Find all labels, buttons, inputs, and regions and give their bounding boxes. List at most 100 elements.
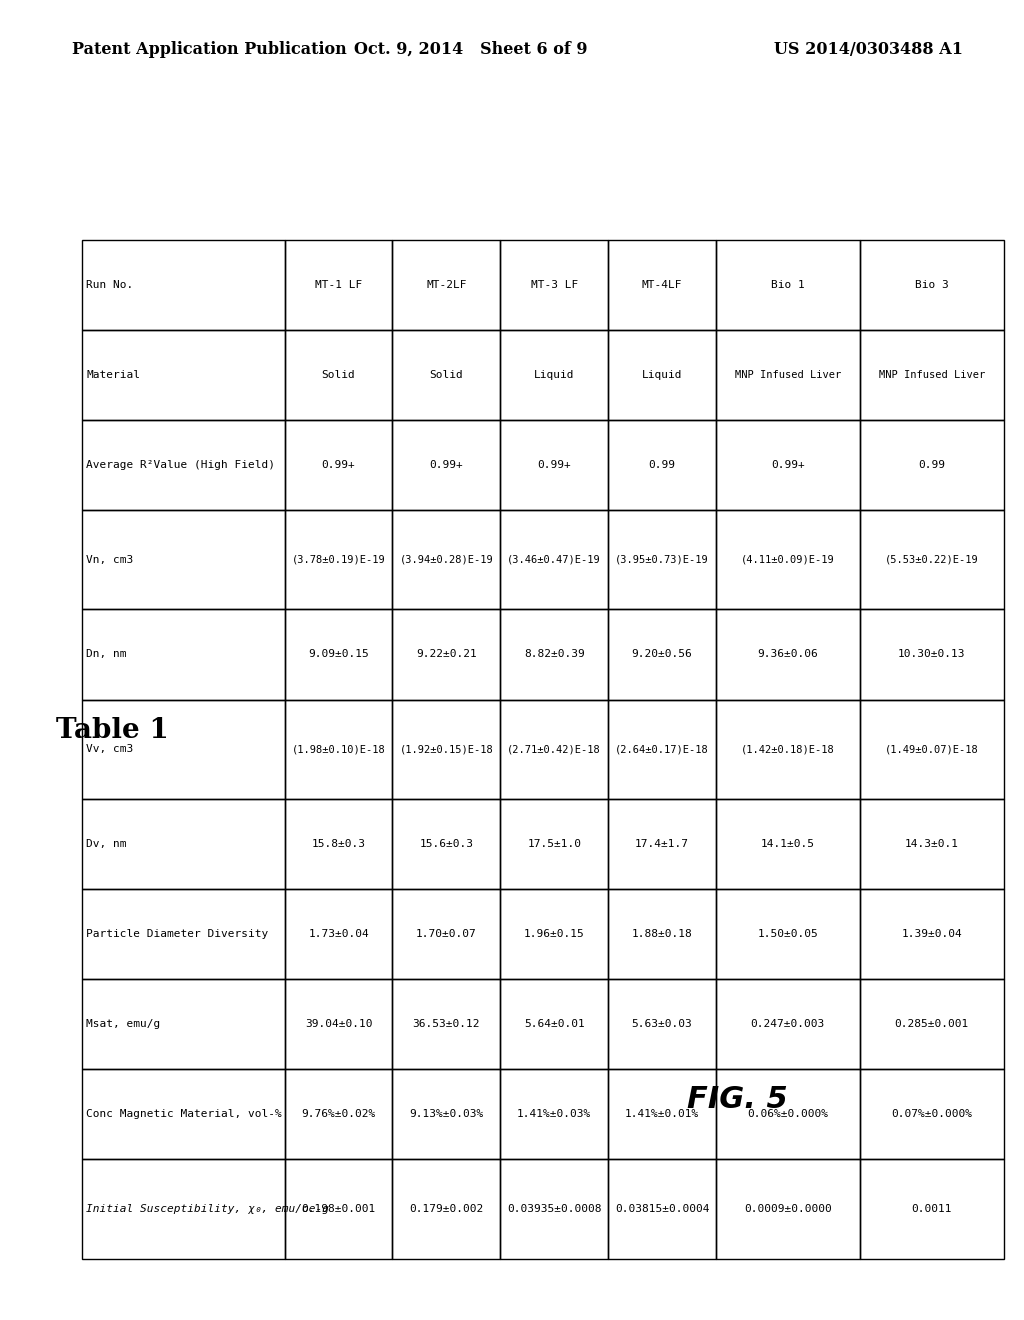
Text: 8.82±0.39: 8.82±0.39: [524, 649, 585, 660]
Text: 0.285±0.001: 0.285±0.001: [895, 1019, 969, 1030]
Bar: [501, 700, 608, 799]
Bar: [82, 511, 285, 610]
Bar: [716, 799, 860, 888]
Bar: [285, 979, 392, 1069]
Bar: [285, 700, 392, 799]
Bar: [501, 799, 608, 888]
Text: (2.64±0.17)E-18: (2.64±0.17)E-18: [615, 744, 709, 754]
Text: (4.11±0.09)E-19: (4.11±0.09)E-19: [741, 554, 835, 565]
Text: Liquid: Liquid: [642, 370, 682, 380]
Text: MNP Infused Liver: MNP Infused Liver: [879, 370, 985, 380]
Bar: [716, 1159, 860, 1258]
Text: MT-3 LF: MT-3 LF: [530, 280, 578, 290]
Text: 1.96±0.15: 1.96±0.15: [524, 929, 585, 939]
Text: Conc Magnetic Material, vol-%: Conc Magnetic Material, vol-%: [86, 1109, 282, 1119]
Bar: [392, 700, 501, 799]
Text: 9.09±0.15: 9.09±0.15: [308, 649, 369, 660]
Text: Particle Diameter Diversity: Particle Diameter Diversity: [86, 929, 268, 939]
Bar: [608, 1159, 716, 1258]
Bar: [608, 420, 716, 511]
Text: (1.98±0.10)E-18: (1.98±0.10)E-18: [292, 744, 385, 754]
Bar: [501, 888, 608, 979]
Text: Bio 3: Bio 3: [914, 280, 948, 290]
Bar: [392, 511, 501, 610]
Bar: [82, 1159, 285, 1258]
Bar: [285, 511, 392, 610]
Bar: [82, 240, 285, 330]
Text: Solid: Solid: [322, 370, 355, 380]
Text: 1.39±0.04: 1.39±0.04: [901, 929, 962, 939]
Text: FIG. 5: FIG. 5: [687, 1085, 787, 1114]
Text: Vv, cm3: Vv, cm3: [86, 744, 133, 754]
Bar: [501, 330, 608, 420]
Bar: [82, 888, 285, 979]
Text: 9.76%±0.02%: 9.76%±0.02%: [301, 1109, 376, 1119]
Text: 0.179±0.002: 0.179±0.002: [410, 1204, 483, 1214]
Text: 0.247±0.003: 0.247±0.003: [751, 1019, 825, 1030]
Text: Bio 1: Bio 1: [771, 280, 805, 290]
Bar: [285, 888, 392, 979]
Bar: [608, 610, 716, 700]
Bar: [608, 240, 716, 330]
Bar: [82, 610, 285, 700]
Bar: [716, 511, 860, 610]
Bar: [860, 979, 1004, 1069]
Bar: [285, 1159, 392, 1258]
Text: Solid: Solid: [429, 370, 463, 380]
Bar: [860, 1159, 1004, 1258]
Text: 0.99+: 0.99+: [771, 461, 805, 470]
Bar: [392, 1069, 501, 1159]
Bar: [608, 1069, 716, 1159]
Bar: [392, 979, 501, 1069]
Bar: [392, 1159, 501, 1258]
Text: Msat, emu/g: Msat, emu/g: [86, 1019, 161, 1030]
Bar: [392, 610, 501, 700]
Bar: [608, 700, 716, 799]
Text: 0.0011: 0.0011: [911, 1204, 952, 1214]
Bar: [501, 420, 608, 511]
Text: Patent Application Publication: Patent Application Publication: [72, 41, 346, 58]
Text: (5.53±0.22)E-19: (5.53±0.22)E-19: [885, 554, 979, 565]
Text: 0.03815±0.0004: 0.03815±0.0004: [614, 1204, 710, 1214]
Text: (3.78±0.19)E-19: (3.78±0.19)E-19: [292, 554, 385, 565]
Text: 0.99+: 0.99+: [429, 461, 463, 470]
Text: 14.3±0.1: 14.3±0.1: [904, 838, 958, 849]
Bar: [860, 700, 1004, 799]
Text: 36.53±0.12: 36.53±0.12: [413, 1019, 480, 1030]
Text: 0.99: 0.99: [648, 461, 676, 470]
Bar: [860, 1069, 1004, 1159]
Text: 17.5±1.0: 17.5±1.0: [527, 838, 582, 849]
Bar: [608, 979, 716, 1069]
Bar: [82, 979, 285, 1069]
Bar: [716, 240, 860, 330]
Text: (1.92±0.15)E-18: (1.92±0.15)E-18: [399, 744, 494, 754]
Text: MNP Infused Liver: MNP Infused Liver: [735, 370, 841, 380]
Bar: [501, 511, 608, 610]
Bar: [860, 420, 1004, 511]
Text: Dn, nm: Dn, nm: [86, 649, 127, 660]
Bar: [860, 240, 1004, 330]
Bar: [285, 610, 392, 700]
Bar: [285, 420, 392, 511]
Text: 0.99+: 0.99+: [538, 461, 571, 470]
Bar: [716, 610, 860, 700]
Text: 15.6±0.3: 15.6±0.3: [420, 838, 473, 849]
Bar: [608, 511, 716, 610]
Text: Vn, cm3: Vn, cm3: [86, 554, 133, 565]
Bar: [285, 799, 392, 888]
Bar: [82, 330, 285, 420]
Text: 1.41%±0.03%: 1.41%±0.03%: [517, 1109, 592, 1119]
Text: 0.99: 0.99: [919, 461, 945, 470]
Bar: [285, 240, 392, 330]
Bar: [82, 700, 285, 799]
Bar: [716, 700, 860, 799]
Text: MT-1 LF: MT-1 LF: [315, 280, 362, 290]
Bar: [716, 420, 860, 511]
Bar: [860, 888, 1004, 979]
Bar: [392, 330, 501, 420]
Text: 1.70±0.07: 1.70±0.07: [416, 929, 477, 939]
Text: 10.30±0.13: 10.30±0.13: [898, 649, 966, 660]
Bar: [82, 1069, 285, 1159]
Text: 9.13%±0.03%: 9.13%±0.03%: [410, 1109, 483, 1119]
Text: Oct. 9, 2014   Sheet 6 of 9: Oct. 9, 2014 Sheet 6 of 9: [354, 41, 588, 58]
